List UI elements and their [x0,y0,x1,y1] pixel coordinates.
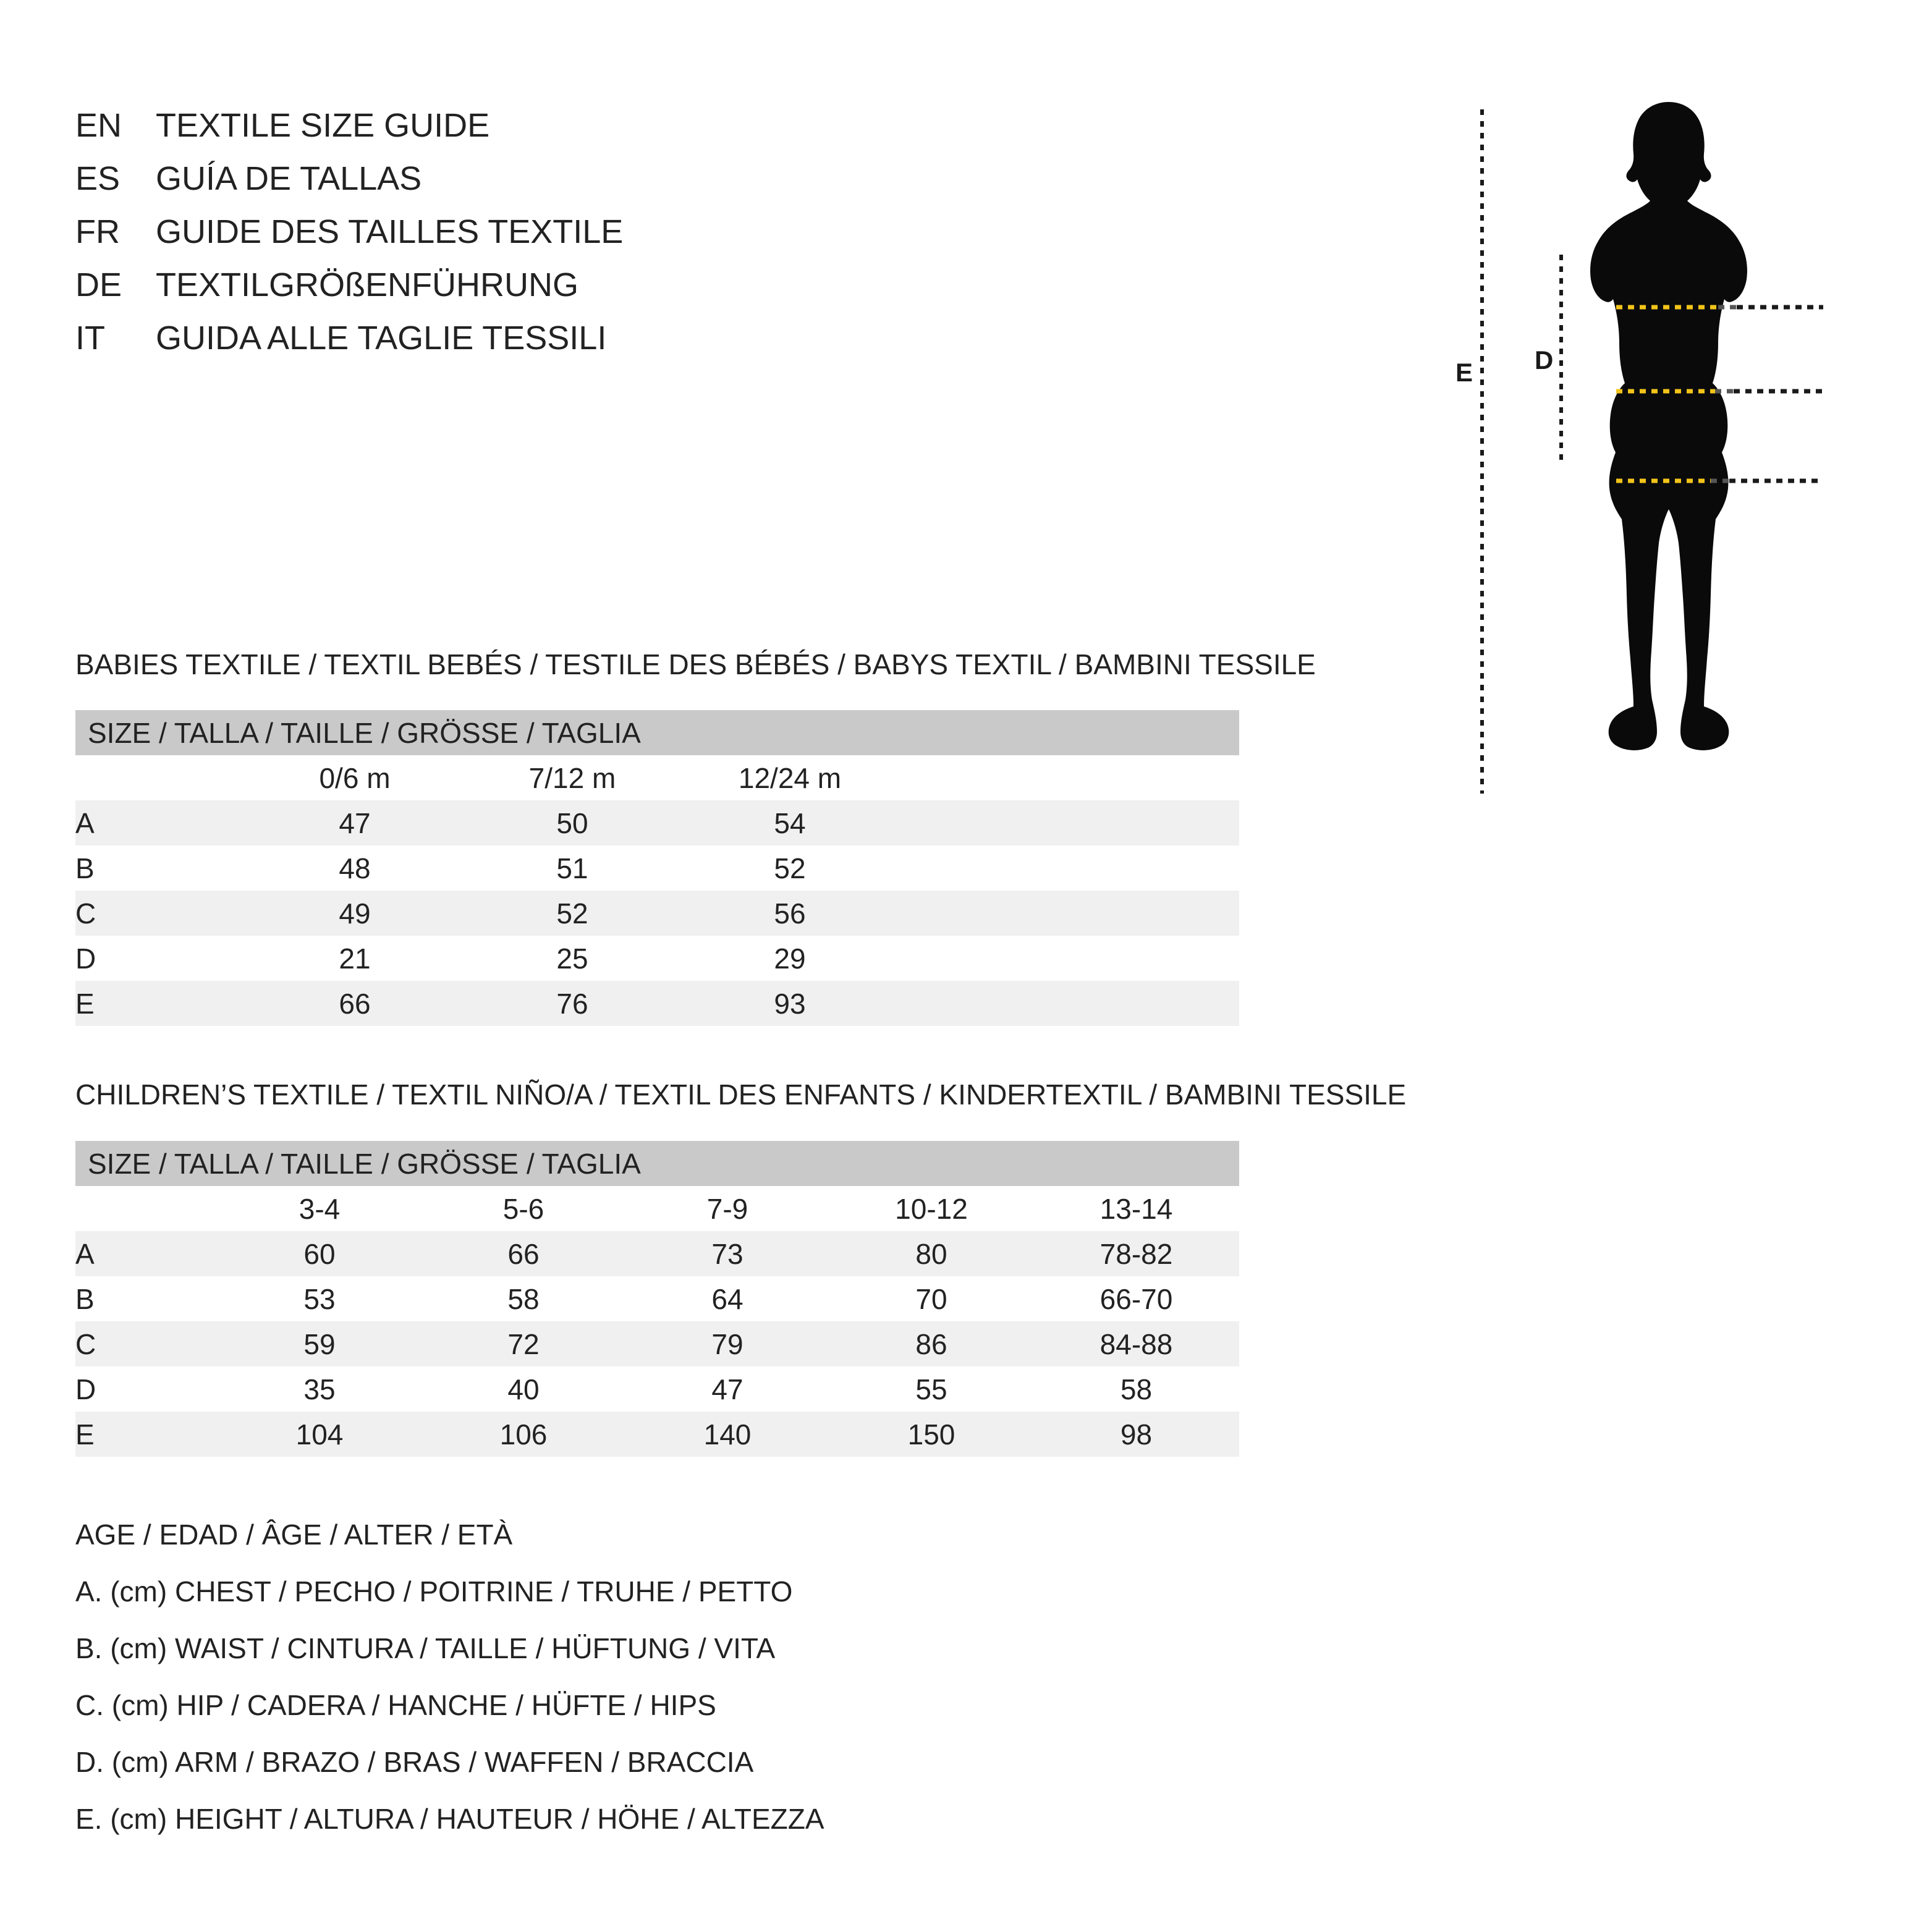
svg-text:D: D [1535,345,1553,375]
svg-text:E: E [1455,358,1473,387]
